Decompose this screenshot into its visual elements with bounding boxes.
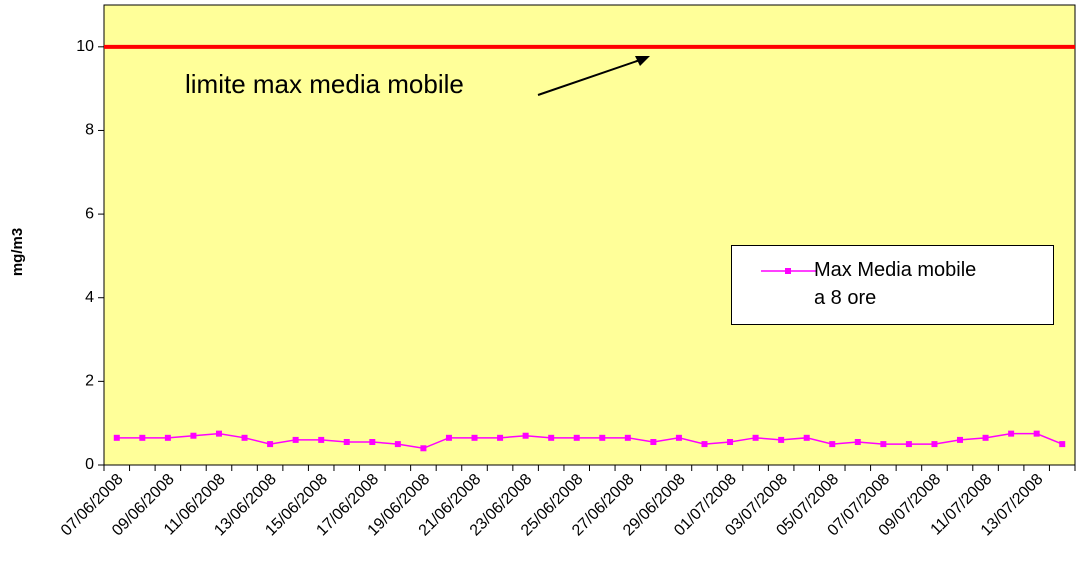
data-point	[394, 441, 401, 448]
plot-area	[103, 4, 1076, 466]
data-point	[880, 441, 887, 448]
data-point	[701, 441, 708, 448]
annotation-arrow	[537, 59, 641, 96]
data-point	[803, 434, 810, 441]
data-point	[1059, 441, 1066, 448]
data-point	[599, 434, 606, 441]
annotation: limite max media mobile	[185, 69, 464, 99]
data-point	[982, 434, 989, 441]
legend-label: Max Media mobile a 8 ore	[814, 259, 977, 309]
legend: Max Media mobile a 8 ore	[731, 245, 1054, 325]
y-tick-label: 0	[85, 456, 94, 473]
data-point	[522, 432, 529, 439]
data-point	[675, 434, 682, 441]
legend-marker	[785, 268, 791, 274]
data-point	[369, 439, 376, 445]
data-point	[957, 436, 964, 443]
data-point	[624, 434, 631, 441]
y-tick-label: 6	[85, 205, 94, 222]
data-point	[1033, 430, 1040, 437]
data-point	[267, 441, 274, 448]
data-point	[318, 436, 325, 443]
data-point	[1008, 430, 1015, 437]
data-point	[445, 434, 452, 441]
data-point	[752, 434, 759, 441]
data-point	[727, 439, 734, 445]
data-point	[854, 439, 861, 445]
data-point	[420, 445, 427, 452]
data-point	[215, 430, 222, 437]
data-point	[113, 434, 120, 441]
data-point	[292, 436, 299, 443]
data-point	[548, 434, 555, 441]
y-tick-label: 8	[85, 122, 94, 139]
data-point	[343, 439, 350, 445]
series-line	[116, 432, 1063, 450]
data-point	[573, 434, 580, 441]
data-point	[931, 441, 938, 448]
y-tick-label: 2	[85, 373, 94, 390]
data-point	[650, 439, 657, 445]
data-point	[829, 441, 836, 448]
legend-swatch	[761, 268, 817, 274]
y-axis-label: mg/m3	[9, 228, 26, 276]
data-point	[471, 434, 478, 441]
y-tick-label: 4	[85, 289, 94, 306]
data-point	[497, 434, 504, 441]
data-point	[139, 434, 146, 441]
data-point	[905, 441, 912, 448]
data-point	[778, 436, 785, 443]
data-point	[164, 434, 171, 441]
y-tick-label: 10	[76, 38, 94, 55]
data-point	[241, 434, 248, 441]
annotation-arrowhead	[635, 56, 650, 66]
data-point	[190, 432, 197, 439]
